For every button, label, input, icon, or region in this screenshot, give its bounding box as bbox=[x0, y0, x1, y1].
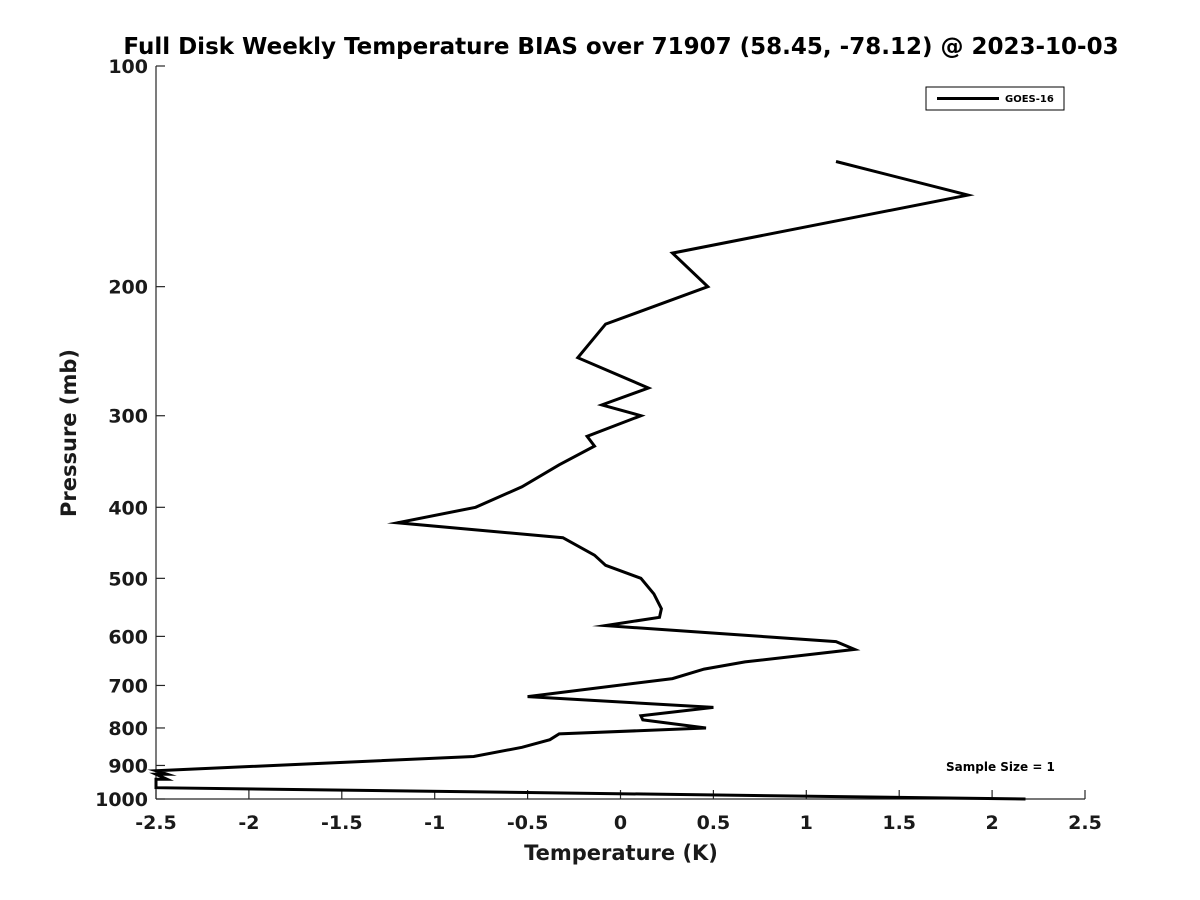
x-tick-label: -2 bbox=[238, 812, 259, 834]
x-tick-label: 1 bbox=[800, 812, 813, 834]
x-axis-ticks: -2.5 -2 -1.5 -1 -0.5 0 0.5 1 1.5 2 2.5 bbox=[135, 790, 1102, 834]
x-tick-label: -1.5 bbox=[321, 812, 363, 834]
y-tick-label: 1000 bbox=[95, 789, 148, 811]
legend-label-goes-16: GOES-16 bbox=[1005, 94, 1054, 105]
y-tick-label: 100 bbox=[108, 56, 148, 78]
y-tick-label: 500 bbox=[108, 568, 148, 590]
chart-title: Full Disk Weekly Temperature BIAS over 7… bbox=[123, 34, 1118, 60]
y-tick-label: 300 bbox=[108, 406, 148, 428]
x-tick-label: 0 bbox=[614, 812, 627, 834]
series-line-goes-16 bbox=[147, 160, 1026, 801]
x-tick-label: 0.5 bbox=[697, 812, 731, 834]
y-tick-label: 200 bbox=[108, 277, 148, 299]
y-tick-label: 800 bbox=[108, 718, 148, 740]
y-axis-ticks: 100 200 300 400 500 600 700 800 900 1000 bbox=[95, 56, 165, 811]
x-tick-label: 2.5 bbox=[1068, 812, 1102, 834]
y-tick-label: 400 bbox=[108, 497, 148, 519]
y-tick-label: 900 bbox=[108, 755, 148, 777]
series-layer bbox=[147, 160, 1026, 801]
y-tick-label: 700 bbox=[108, 675, 148, 697]
y-tick-label: 600 bbox=[108, 626, 148, 648]
x-tick-label: -2.5 bbox=[135, 812, 177, 834]
x-tick-label: -0.5 bbox=[507, 812, 549, 834]
x-axis-label: Temperature (K) bbox=[524, 841, 718, 865]
x-tick-label: -1 bbox=[424, 812, 445, 834]
axes bbox=[155, 66, 1085, 800]
y-axis-label: Pressure (mb) bbox=[57, 349, 81, 517]
x-tick-label: 1.5 bbox=[882, 812, 916, 834]
legend: GOES-16 bbox=[925, 86, 1065, 111]
x-tick-label: 2 bbox=[985, 812, 998, 834]
sample-size-annotation: Sample Size = 1 bbox=[946, 760, 1055, 774]
